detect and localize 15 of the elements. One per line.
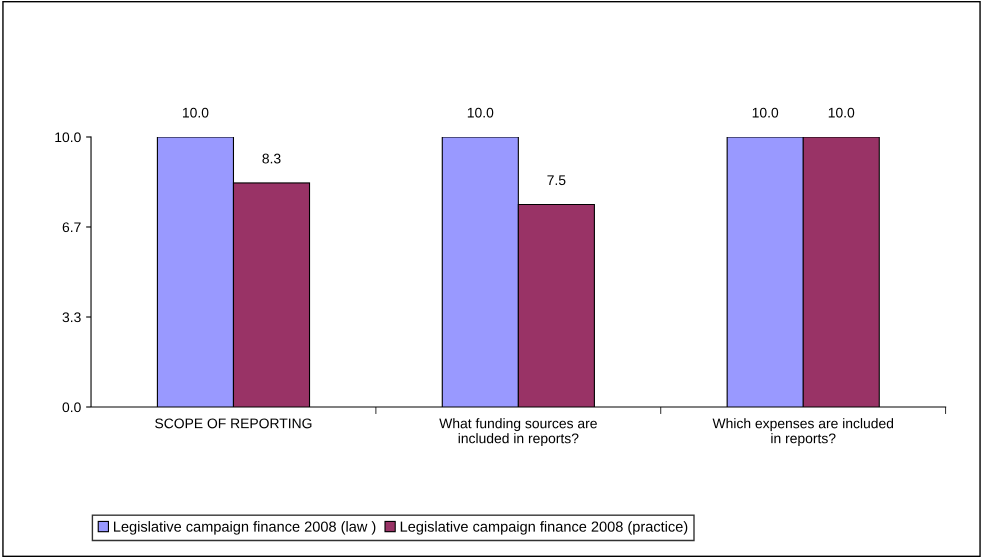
data-label: 10.0	[752, 108, 778, 118]
data-label: 10.0	[182, 108, 208, 118]
x-tick-label: Which expenses are included in reports?	[712, 418, 894, 446]
legend-label: Legislative campaign finance 2008 (practice)	[400, 521, 688, 535]
y-tick-label: 6.7	[62, 222, 81, 232]
y-tick-label: 10.0	[55, 132, 81, 142]
data-label: 7.5	[547, 175, 566, 186]
y-tick-label: 0.0	[62, 402, 81, 412]
data-label: 10.0	[828, 108, 854, 118]
x-tick-label: What funding sources are included in reports?	[439, 418, 597, 446]
data-label: 10.0	[468, 108, 494, 118]
x-tick-label: SCOPE OF REPORTING	[155, 418, 312, 428]
legend-label: Legislative campaign finance 2008 (law )	[114, 521, 376, 535]
data-label: 8.3	[262, 154, 281, 164]
y-tick-label: 3.3	[62, 312, 81, 322]
